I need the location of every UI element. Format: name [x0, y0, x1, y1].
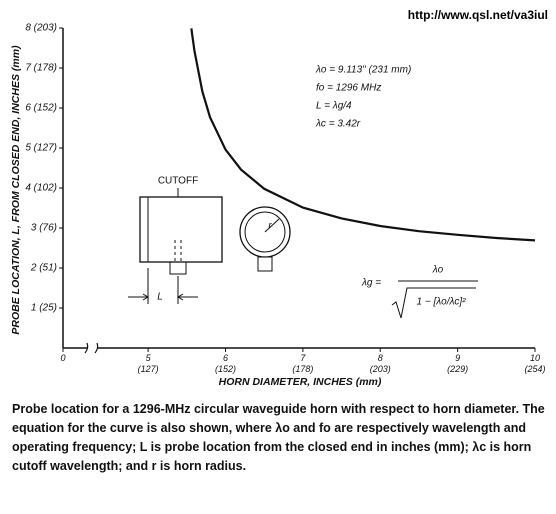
x-tick-label: 10 (254)	[524, 353, 546, 374]
y-tick-label: 2 (51)	[30, 263, 57, 274]
parameter: fo = 1296 MHz	[316, 83, 381, 94]
caption: Probe location for a 1296-MHz circular w…	[12, 402, 545, 473]
x-tick-label: 5 (127)	[137, 353, 159, 374]
parameter: L = λg/4	[316, 101, 352, 112]
y-tick-label: 6 (152)	[25, 103, 57, 114]
x-tick-label: 0	[60, 353, 66, 363]
dimension-arrows	[128, 293, 198, 301]
formula-lhs: λg =	[361, 278, 381, 289]
connector	[169, 261, 187, 275]
y-tick-label: 3 (76)	[31, 223, 57, 234]
y-tick-label: 1 (25)	[31, 303, 57, 314]
sqrt-sign	[391, 287, 476, 319]
source-url: http://www.qsl.net/va3iul	[407, 8, 548, 22]
x-tick-label: 6 (152)	[214, 353, 236, 374]
formula-denominator: 1 − [λo/λc]²	[416, 297, 466, 308]
probe-diagram	[128, 188, 291, 304]
parameter: λc = 3.42r	[315, 119, 361, 130]
chart: PROBE LOCATION, L, FROM CLOSED END, INCH…	[10, 23, 536, 388]
x-tick-label: 9 (229)	[447, 353, 469, 374]
y-axis-title: PROBE LOCATION, L, FROM CLOSED END, INCH…	[10, 45, 22, 335]
formula: λg = λo 1 − [λo/λc]²	[361, 265, 478, 319]
radius-arrow	[264, 218, 280, 233]
y-tick-label: 8 (203)	[25, 23, 57, 34]
horn-inner	[244, 211, 286, 253]
parameters: λo = 9.113" (231 mm) fo = 1296 MHz L = λ…	[315, 65, 411, 130]
x-tick-label: 8 (203)	[369, 353, 391, 374]
curve	[190, 28, 536, 242]
x-tick-label: 7 (178)	[292, 353, 314, 374]
y-tick-label: 7 (178)	[25, 63, 57, 74]
x-axis-title: HORN DIAMETER, INCHES (mm)	[219, 376, 382, 388]
y-tick-label: 4 (102)	[25, 183, 57, 194]
radius-label: r	[268, 221, 272, 232]
cutoff-label: CUTOFF	[158, 176, 198, 187]
y-tick-label: 5 (127)	[25, 143, 57, 154]
parameter: λo = 9.113" (231 mm)	[315, 65, 411, 76]
formula-numerator: λo	[432, 265, 444, 276]
connector	[257, 256, 273, 272]
axis-break	[84, 342, 99, 354]
length-label: L	[157, 292, 163, 303]
